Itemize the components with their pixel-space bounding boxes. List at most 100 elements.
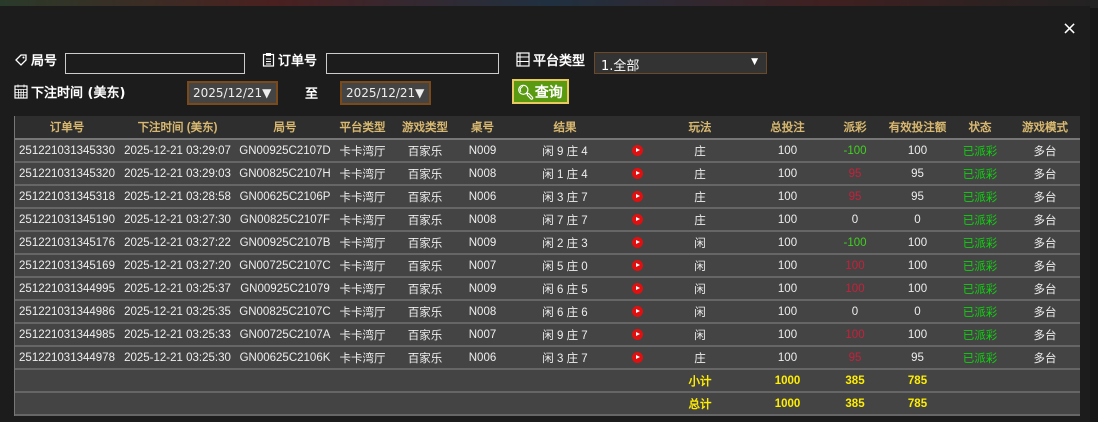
result-cell: 闲 3 庄 7	[505, 185, 625, 209]
table-no-cell: N009	[460, 277, 505, 301]
table-row[interactable]: 251221031345176 2025-12-21 03:27:22 GN0092…	[14, 231, 1080, 255]
total-row: 总计 1000 385 785	[14, 392, 1080, 416]
background-strip	[0, 0, 1098, 8]
status-cell: 已派彩	[950, 139, 1010, 163]
table-row[interactable]: 251221031344985 2025-12-21 03:25:33 GN0072…	[14, 323, 1080, 347]
column-header: 桌号	[460, 116, 505, 140]
empty-cell	[625, 369, 650, 393]
bet-type-cell: 庄	[650, 346, 750, 370]
round-id-cell: GN00925C2107D	[235, 139, 335, 163]
payout-cell: 95	[825, 346, 885, 370]
bet-time-cell: 2025-12-21 03:29:03	[120, 162, 235, 186]
round-id-cell: GN00825C2107H	[235, 162, 335, 186]
play-icon[interactable]	[632, 351, 643, 363]
column-header: 有效投注额	[885, 116, 950, 140]
date-from-picker[interactable]: 2025/12/21▼	[187, 81, 278, 105]
empty-cell	[120, 392, 235, 416]
table-row[interactable]: 251221031345320 2025-12-21 03:29:03 GN0082…	[14, 162, 1080, 186]
play-icon[interactable]	[632, 305, 643, 317]
round-id-cell: GN00725C2107A	[235, 323, 335, 347]
order-input[interactable]	[326, 53, 499, 74]
result-cell: 闲 6 庄 5	[505, 277, 625, 301]
game-mode-cell: 多台	[1010, 139, 1080, 163]
platform-cell: 卡卡湾厅	[335, 231, 390, 255]
status-cell: 已派彩	[950, 185, 1010, 209]
search-icon: 🔍︎	[517, 85, 535, 101]
play-icon[interactable]	[632, 236, 643, 248]
game-mode-cell: 多台	[1010, 254, 1080, 278]
column-header: 结果	[505, 116, 625, 140]
play-icon[interactable]	[632, 328, 643, 340]
column-header: 游戏模式	[1010, 116, 1080, 140]
table-no-cell: N006	[460, 346, 505, 370]
play-icon[interactable]	[632, 190, 643, 202]
order-id-cell: 251221031345318	[14, 185, 120, 209]
replay-cell	[625, 277, 650, 301]
round-id-cell: GN00625C2106K	[235, 346, 335, 370]
game-type-cell: 百家乐	[390, 231, 460, 255]
result-cell: 闲 9 庄 7	[505, 323, 625, 347]
replay-cell	[625, 162, 650, 186]
valid-bet-cell: 95	[885, 185, 950, 209]
total-bet-cell: 100	[750, 300, 825, 324]
valid-bet-cell: 95	[885, 162, 950, 186]
table-row[interactable]: 251221031345330 2025-12-21 03:29:07 GN0092…	[14, 139, 1080, 163]
table-row[interactable]: 251221031344995 2025-12-21 03:25:37 GN0092…	[14, 277, 1080, 301]
total-label: 总计	[650, 392, 750, 416]
table-no-cell: N007	[460, 254, 505, 278]
round-input[interactable]	[65, 53, 245, 74]
close-icon[interactable]: ×	[1062, 18, 1078, 39]
empty-cell	[390, 369, 460, 393]
platform-cell: 卡卡湾厅	[335, 185, 390, 209]
total-bet-cell: 100	[750, 346, 825, 370]
play-icon[interactable]	[632, 167, 643, 179]
bet-time-cell: 2025-12-21 03:27:30	[120, 208, 235, 232]
table-row[interactable]: 251221031345190 2025-12-21 03:27:30 GN0082…	[14, 208, 1080, 232]
game-type-cell: 百家乐	[390, 162, 460, 186]
bet-type-cell: 庄	[650, 185, 750, 209]
empty-cell	[460, 369, 505, 393]
status-cell: 已派彩	[950, 231, 1010, 255]
play-icon[interactable]	[632, 213, 643, 225]
table-border	[14, 116, 1080, 416]
game-type-cell: 百家乐	[390, 346, 460, 370]
result-cell: 闲 6 庄 6	[505, 300, 625, 324]
game-mode-cell: 多台	[1010, 231, 1080, 255]
table-row[interactable]: 251221031345169 2025-12-21 03:27:20 GN0072…	[14, 254, 1080, 278]
chevron-down-icon: ▼	[751, 57, 758, 67]
play-icon[interactable]	[632, 144, 643, 156]
status-cell: 已派彩	[950, 208, 1010, 232]
total-bet-cell: 100	[750, 254, 825, 278]
table-no-cell: N008	[460, 162, 505, 186]
valid-bet-cell: 95	[885, 346, 950, 370]
empty-cell	[505, 369, 625, 393]
empty-cell	[625, 392, 650, 416]
platform-cell: 卡卡湾厅	[335, 277, 390, 301]
empty-cell	[1010, 392, 1080, 416]
payout-cell: 100	[825, 323, 885, 347]
platform-select[interactable]: 1.全部 ▼	[594, 52, 767, 74]
bet-type-cell: 闲	[650, 231, 750, 255]
bet-time-cell: 2025-12-21 03:25:35	[120, 300, 235, 324]
order-id-cell: 251221031345320	[14, 162, 120, 186]
table-row[interactable]: 251221031344978 2025-12-21 03:25:30 GN0062…	[14, 346, 1080, 370]
table-row[interactable]: 251221031345318 2025-12-21 03:28:58 GN0062…	[14, 185, 1080, 209]
date-to-picker[interactable]: 2025/12/21▼	[340, 81, 431, 105]
status-cell: 已派彩	[950, 277, 1010, 301]
replay-cell	[625, 231, 650, 255]
empty-cell	[1010, 369, 1080, 393]
play-icon[interactable]	[632, 282, 643, 294]
bet-records-table: 订单号 下注时间 (美东) 局号 平台类型 游戏类型 桌号 结果 玩法 总投注 派彩 有效投注额 状态…	[14, 116, 1080, 416]
replay-cell	[625, 254, 650, 278]
table-row[interactable]: 251221031344986 2025-12-21 03:25:35 GN0082…	[14, 300, 1080, 324]
bet-type-cell: 庄	[650, 208, 750, 232]
empty-cell	[460, 392, 505, 416]
game-mode-cell: 多台	[1010, 323, 1080, 347]
play-icon[interactable]	[632, 259, 643, 271]
payout-cell: -100	[825, 231, 885, 255]
bet-time-cell: 2025-12-21 03:25:30	[120, 346, 235, 370]
game-type-cell: 百家乐	[390, 208, 460, 232]
payout-cell: 0	[825, 300, 885, 324]
search-button[interactable]: 🔍︎查询	[512, 79, 569, 104]
subtotal-payout: 385	[825, 369, 885, 393]
